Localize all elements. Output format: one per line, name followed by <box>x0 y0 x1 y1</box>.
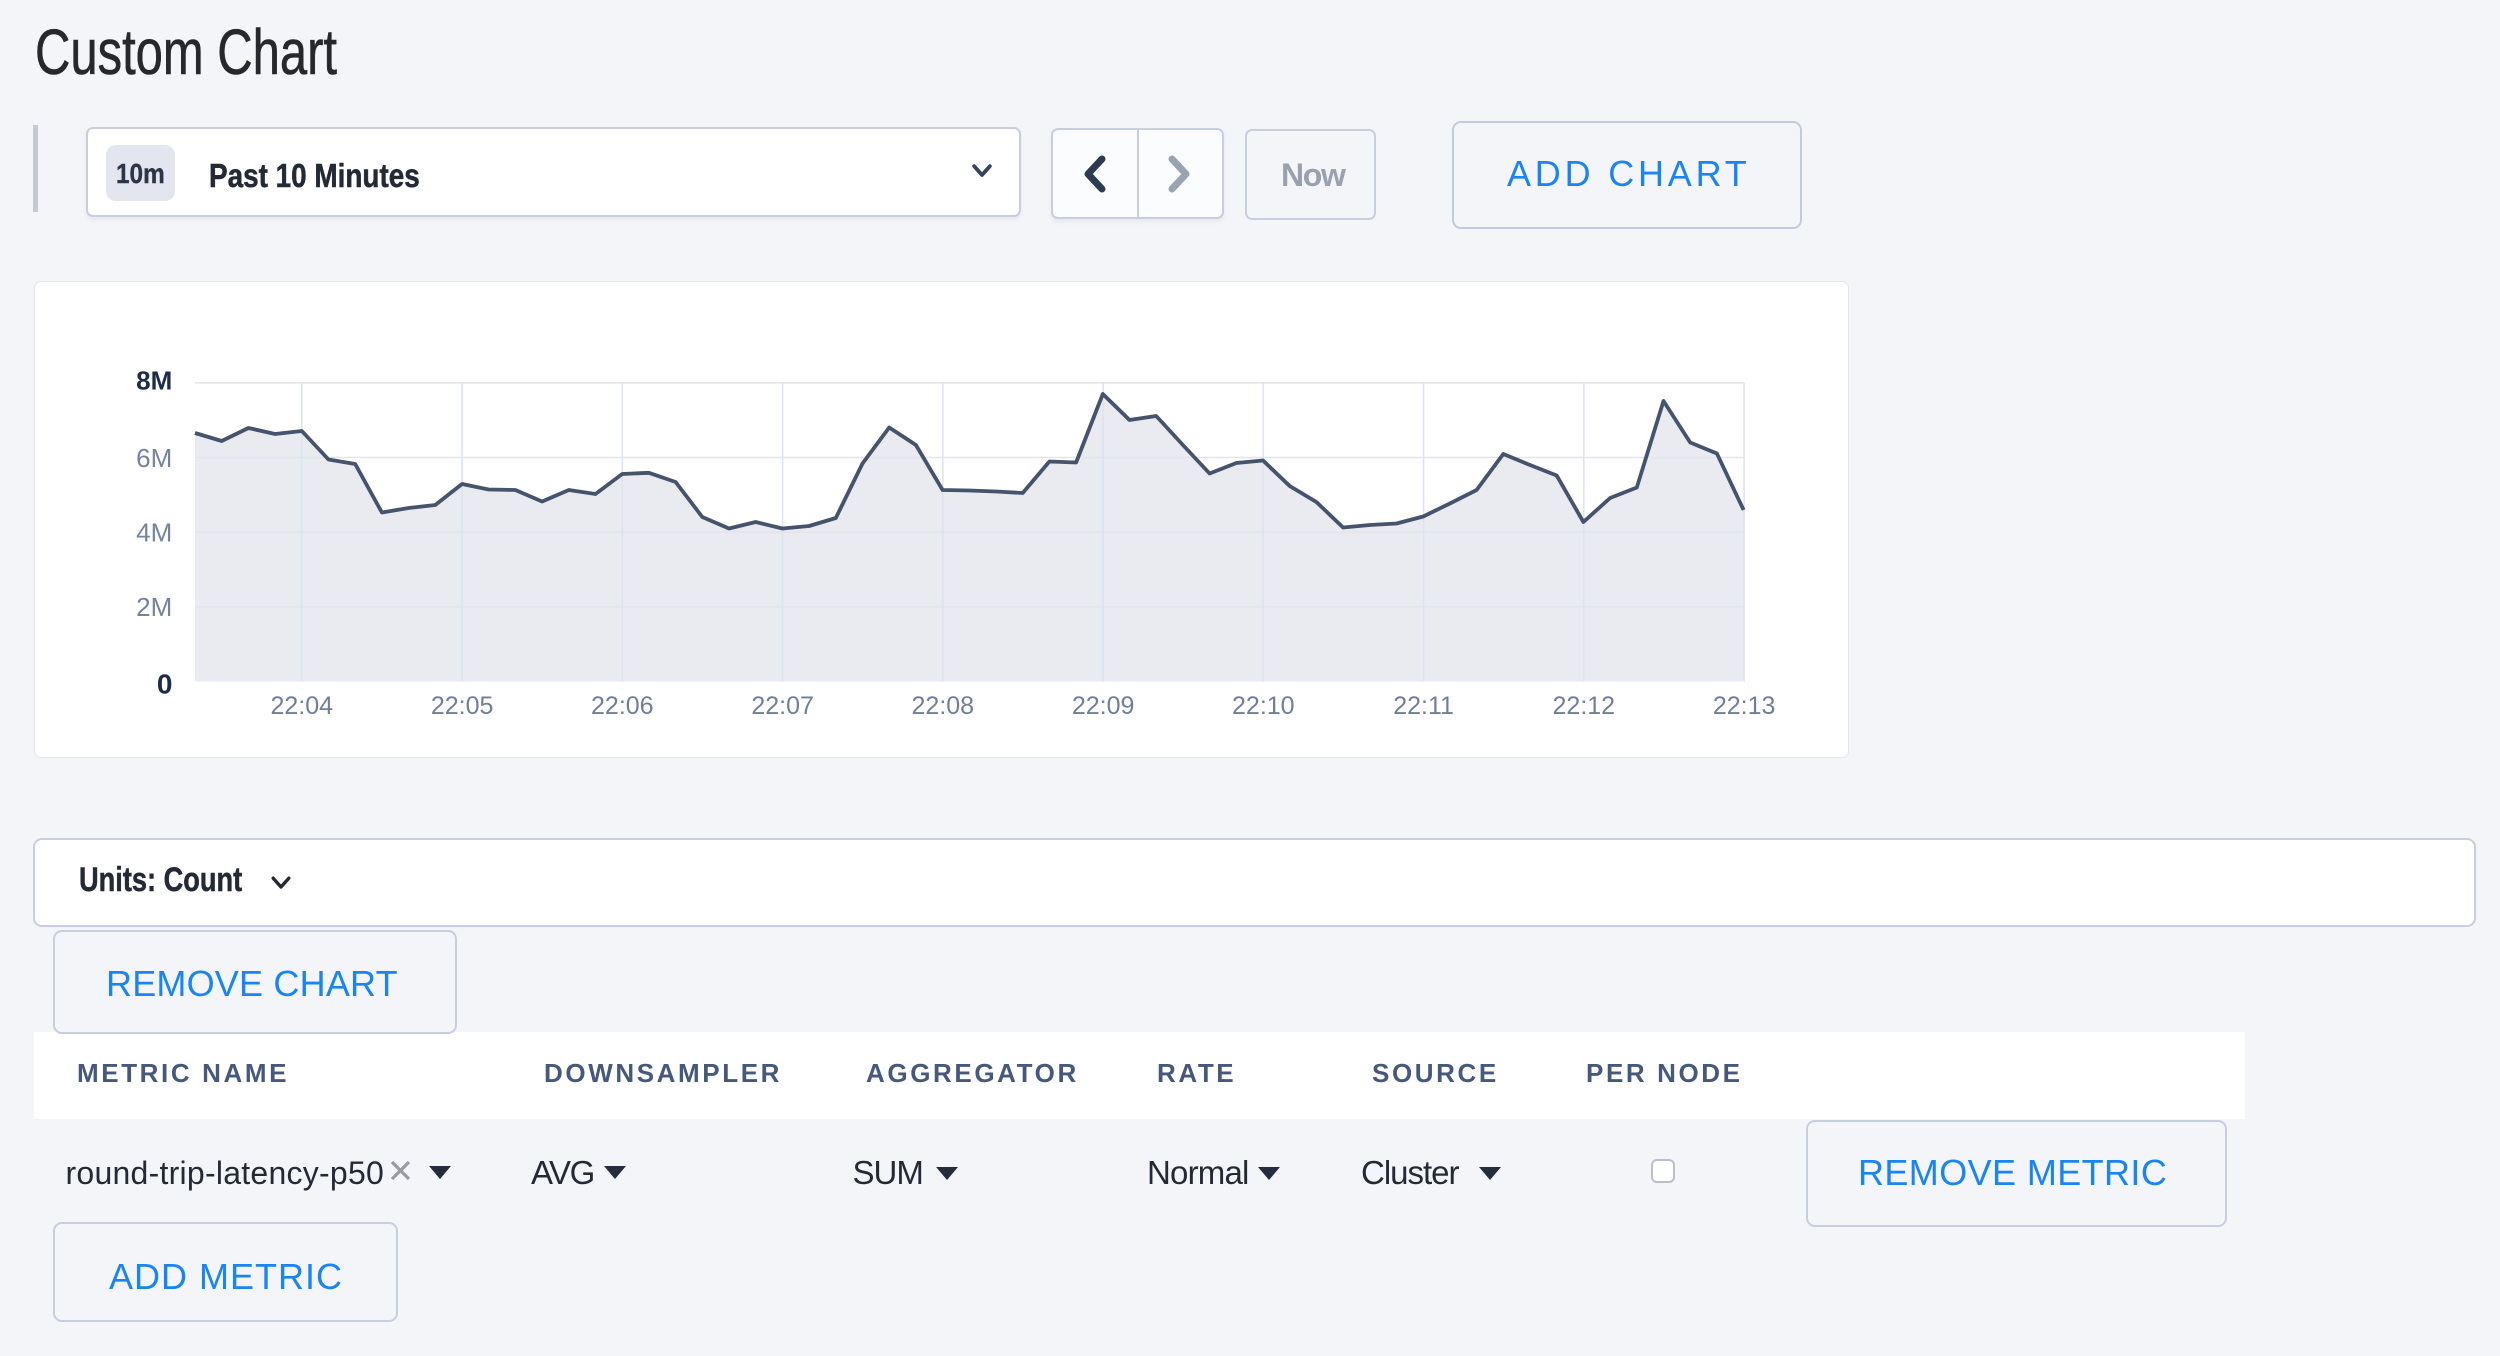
svg-text:22:07: 22:07 <box>751 692 814 720</box>
svg-text:22:12: 22:12 <box>1553 692 1616 720</box>
svg-text:22:13: 22:13 <box>1713 692 1776 720</box>
svg-text:6M: 6M <box>136 443 172 473</box>
svg-text:22:04: 22:04 <box>271 692 334 720</box>
svg-text:4M: 4M <box>136 518 172 548</box>
svg-text:8M: 8M <box>136 365 172 395</box>
svg-text:2M: 2M <box>136 592 172 622</box>
svg-text:22:05: 22:05 <box>431 692 494 720</box>
svg-text:22:10: 22:10 <box>1232 692 1295 720</box>
svg-text:22:09: 22:09 <box>1072 692 1135 720</box>
svg-text:22:11: 22:11 <box>1393 692 1454 720</box>
svg-text:0: 0 <box>157 669 173 700</box>
svg-text:22:08: 22:08 <box>912 692 975 720</box>
svg-text:22:06: 22:06 <box>591 692 654 720</box>
